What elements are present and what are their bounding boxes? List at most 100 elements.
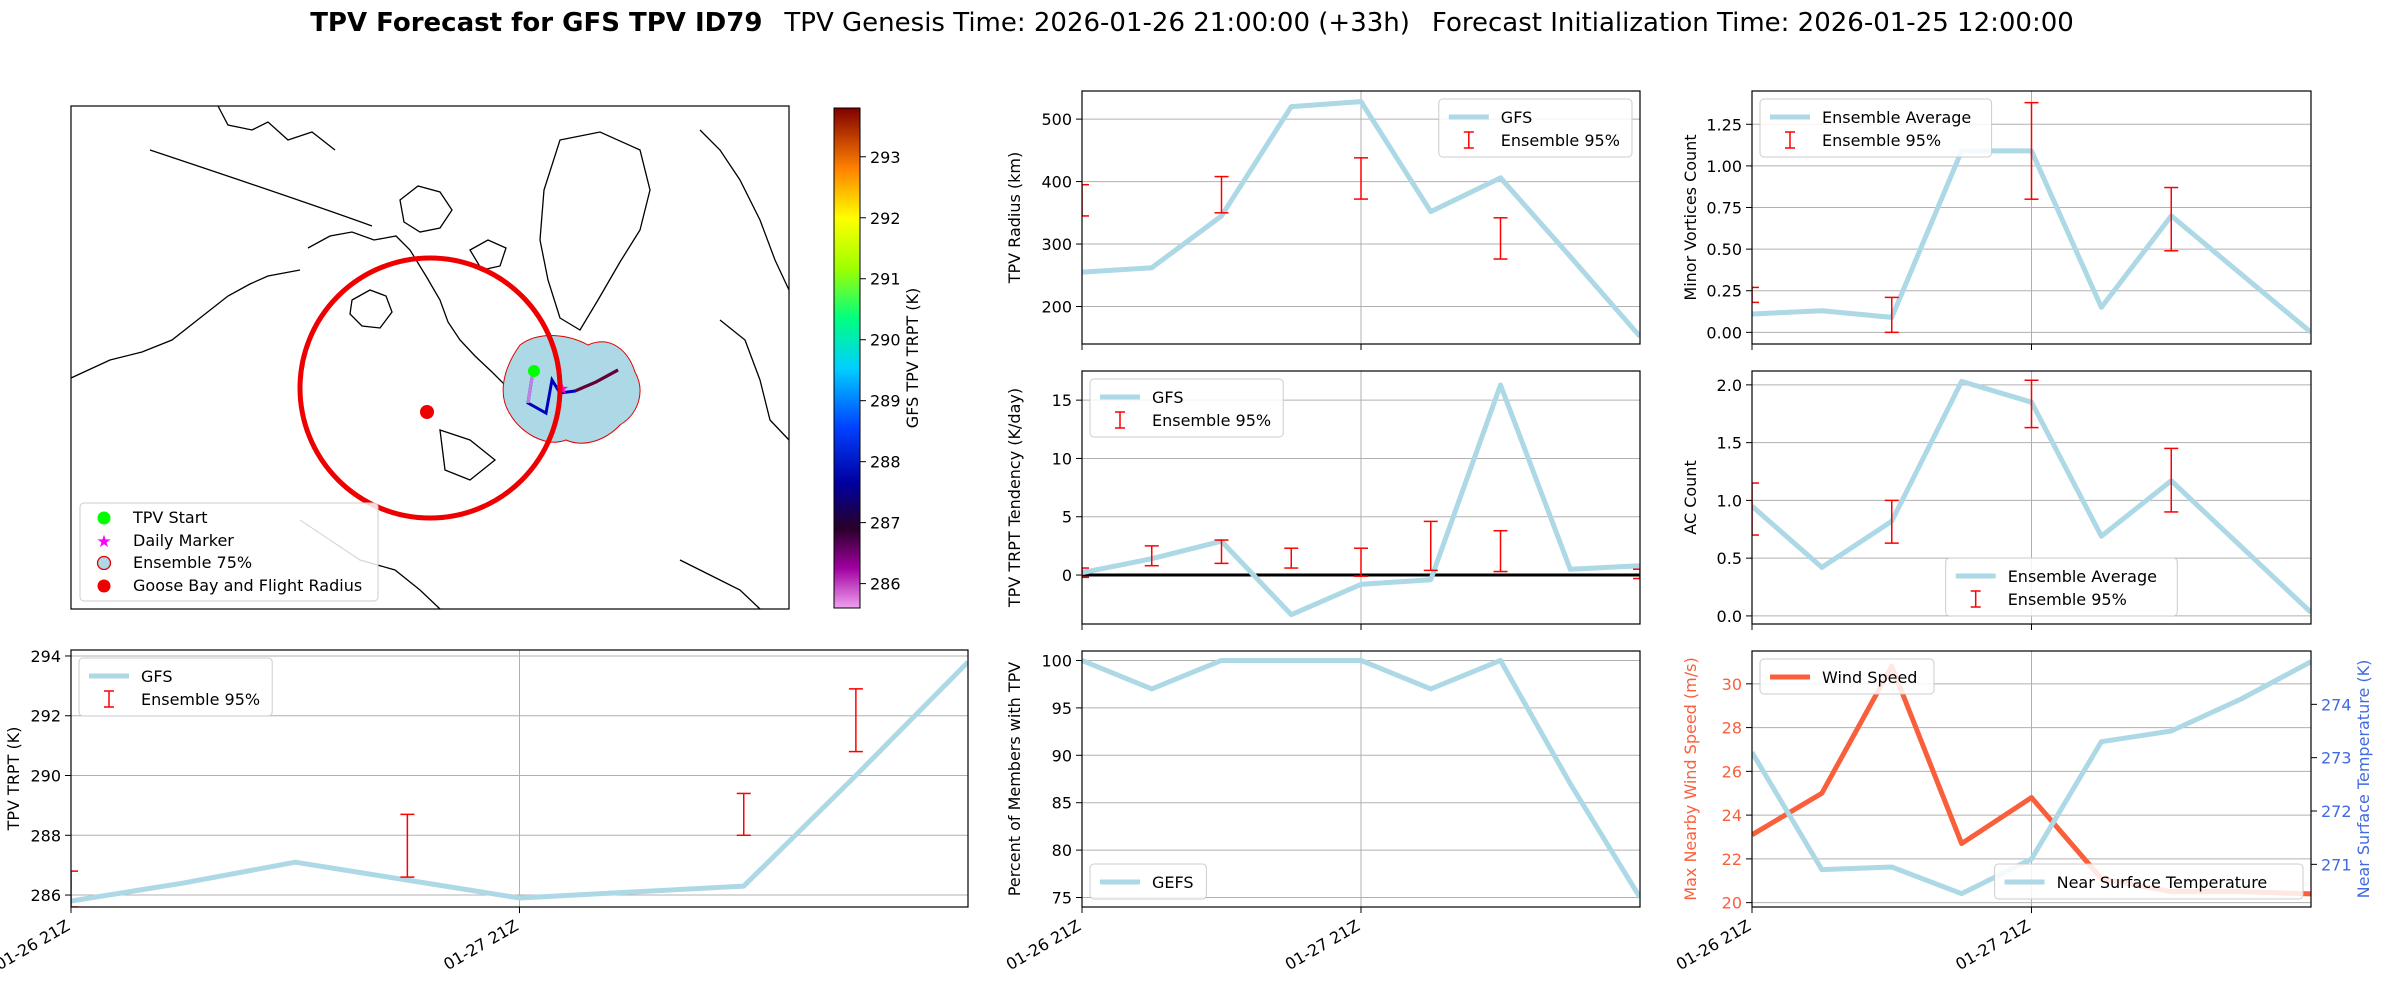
legend-label: Ensemble Average — [2008, 567, 2157, 586]
errorbar — [2024, 101, 2039, 200]
legend-tpv-start: TPV Start — [132, 508, 208, 527]
ytick-label: 0.0 — [1717, 607, 1742, 626]
border-line — [149, 149, 373, 227]
xtick-label: 01-27 21Z — [1282, 916, 1363, 974]
line-panels: 286 288 290 292 294 01-26 21Z 01-27 21Z TPV TRP… — [0, 90, 2373, 974]
panel-legend: GFS Ensemble 95% — [78, 657, 273, 717]
panel-legend: Ensemble Average Ensemble 95% — [1945, 557, 2178, 617]
xtick-label: 01-26 21Z — [1003, 916, 1084, 974]
legend-goose-bay: Goose Bay and Flight Radius — [133, 576, 362, 595]
legend-label: Wind Speed — [1822, 668, 1917, 687]
legend-tpv-start-icon — [97, 511, 111, 525]
errorbar — [1423, 520, 1438, 572]
panel-legend: Ensemble Average Ensemble 95% — [1759, 98, 1993, 158]
errorbar — [400, 813, 415, 878]
ytick-label: 95 — [1052, 699, 1072, 718]
coastline-scandinavia — [699, 129, 789, 291]
ylabel: TPV Radius (km) — [1005, 152, 1024, 285]
y2tick-label: 273 — [2321, 749, 2352, 768]
legend-label: Ensemble 95% — [1822, 131, 1941, 150]
errorbar — [1214, 539, 1229, 565]
series-line-near-surface-temperature — [1752, 659, 2311, 897]
panel-legend: GEFS — [1089, 863, 1207, 900]
tpv-start-marker — [528, 365, 540, 377]
errorbar — [1752, 286, 1759, 304]
ytick-label: 1.5 — [1717, 434, 1742, 453]
legend-ensemble-75: Ensemble 75% — [133, 553, 252, 572]
ensemble-75-area — [502, 335, 641, 444]
ytick-label: 5 — [1062, 508, 1072, 527]
errorbar — [1082, 183, 1089, 217]
series-line-gfs — [1082, 382, 1640, 618]
title-bold: TPV Forecast for GFS TPV ID79 — [310, 8, 762, 38]
legend-label: Ensemble 95% — [1152, 411, 1271, 430]
ytick-label: 0 — [1062, 566, 1072, 585]
ylabel: Percent of Members with TPV — [1005, 662, 1024, 896]
errorbar — [1884, 499, 1899, 544]
map-legend: TPV Start ★ Daily Marker Ensemble 75% Go… — [79, 502, 379, 602]
ytick-label: 500 — [1041, 110, 1072, 129]
y2label: Near Surface Temperature (K) — [2354, 660, 2373, 899]
legend-label: GFS — [1501, 108, 1532, 127]
panel-minor: 0.00 0.25 0.50 0.75 1.00 1.25 Minor Vortices C… — [1681, 90, 2312, 350]
ytick-label: 286 — [30, 886, 61, 905]
legend-box — [1438, 98, 1633, 158]
legend-goose-bay-icon — [97, 579, 111, 593]
ytick-label: 300 — [1041, 235, 1072, 254]
coastline-arctic — [217, 106, 336, 151]
errorbar — [71, 870, 78, 907]
legend-label: Near Surface Temperature — [2057, 873, 2268, 892]
island-greenland — [539, 131, 651, 331]
ytick-label: 85 — [1052, 794, 1072, 813]
colorbar-tick-label: 288 — [870, 453, 901, 472]
errorbar — [1752, 482, 1759, 536]
colorbar-gradient — [833, 107, 861, 609]
ytick-label: 292 — [30, 707, 61, 726]
xtick-label: 01-26 21Z — [1673, 916, 1754, 974]
panel-percent: 75 80 85 90 95 100 01-26 21Z 01-27 21Z Percent o… — [1003, 650, 1641, 974]
colorbar-tick-label: 291 — [870, 270, 901, 289]
coastline-europe — [719, 319, 789, 441]
ytick-label: 0.5 — [1717, 549, 1742, 568]
legend-daily-marker: Daily Marker — [133, 531, 234, 550]
tpv-map: ★ TPV Start ★ Daily Marker Ensemble 75% … — [70, 105, 922, 610]
ylabel: TPV TRPT Tendency (K/day) — [1005, 388, 1024, 608]
panel-legend: GFS Ensemble 95% — [1438, 98, 1633, 158]
series-line-gfs — [71, 660, 968, 904]
panel-tendency: 0 5 10 15 TPV TRPT Tendency (K/day) GFS Ensemb… — [1005, 370, 1641, 630]
series-line-gfs — [1082, 99, 1640, 339]
legend-box — [1994, 863, 2304, 900]
errorbar — [736, 792, 751, 837]
colorbar: GFS TPV TRPT (K) 286 287 288 289 290 291 292 29… — [833, 107, 922, 609]
legend-box — [1759, 658, 1935, 695]
legend-box — [78, 657, 273, 717]
y2tick-label: 274 — [2321, 695, 2352, 714]
errorbar — [1284, 547, 1299, 569]
coastline-labrador — [439, 429, 497, 481]
ytick-label: 28 — [1722, 719, 1742, 738]
legend-box — [1945, 557, 2178, 617]
ytick-label: 90 — [1052, 746, 1072, 765]
ytick-label: 24 — [1722, 806, 1742, 825]
errorbar — [1354, 547, 1368, 577]
xtick-label: 01-26 21Z — [0, 916, 73, 974]
ylabel: Minor Vortices Count — [1681, 134, 1700, 300]
ytick-label: 80 — [1052, 841, 1072, 860]
ytick-label: 400 — [1041, 173, 1072, 192]
errorbar — [1493, 529, 1508, 573]
errorbar — [1493, 217, 1508, 260]
panel-legend: Wind Speed — [1759, 658, 1935, 695]
errorbar — [1884, 296, 1899, 334]
ytick-label: 100 — [1041, 651, 1072, 670]
ytick-label: 75 — [1052, 889, 1072, 908]
ytick-label: 0.25 — [1706, 282, 1742, 301]
ytick-label: 288 — [30, 826, 61, 845]
colorbar-tick-label: 290 — [870, 331, 901, 350]
ytick-label: 1.0 — [1717, 491, 1742, 510]
goose-bay-marker — [420, 405, 434, 419]
panel-legend: GFS Ensemble 95% — [1089, 378, 1284, 438]
ytick-label: 294 — [30, 647, 61, 666]
ytick-label: 2.0 — [1717, 376, 1742, 395]
